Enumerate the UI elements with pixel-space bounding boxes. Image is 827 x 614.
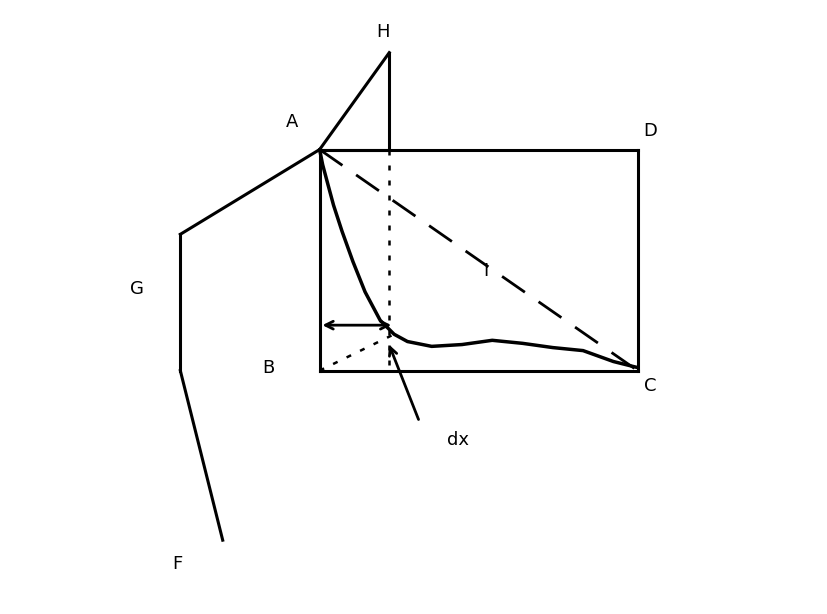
Text: C: C xyxy=(643,376,656,395)
Text: B: B xyxy=(262,359,275,376)
Text: D: D xyxy=(643,122,657,141)
Text: I: I xyxy=(484,262,489,279)
Text: A: A xyxy=(286,114,299,131)
Text: dx: dx xyxy=(447,431,469,449)
Text: F: F xyxy=(172,555,183,573)
Text: H: H xyxy=(376,23,390,41)
Text: G: G xyxy=(130,280,144,298)
